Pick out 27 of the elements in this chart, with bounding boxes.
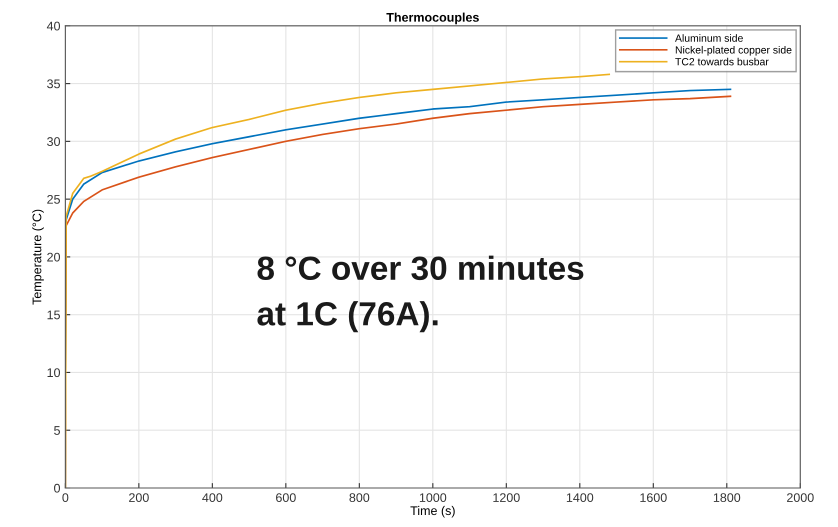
x-tick-label: 0 (62, 493, 68, 502)
x-tick-label: 800 (349, 493, 370, 502)
y-tick-label: 15 (48, 310, 60, 320)
chart-title: Thermocouples (386, 12, 479, 24)
y-tick-label: 30 (47, 137, 60, 146)
x-tick-label: 200 (129, 493, 149, 502)
x-tick-label: 1600 (640, 493, 667, 502)
x-tick-label: 1000 (420, 493, 446, 502)
x-tick-label: 600 (276, 493, 296, 502)
y-tick-label: 40 (46, 22, 60, 30)
y-tick-label: 35 (47, 79, 60, 88)
x-axis-title: Time (s) (410, 506, 455, 518)
x-tick-label: 1400 (566, 493, 594, 502)
legend-label: TC2 towards busbar (675, 58, 769, 66)
y-axis-title: Temperature (°C) (32, 210, 44, 305)
y-tick-label: 25 (47, 194, 60, 204)
annotation: 8 °C over 30 minutes at 1C (76A). (257, 256, 584, 332)
y-tick-label: 5 (54, 426, 60, 435)
legend-label: Nickel-plated copper side (676, 46, 792, 56)
legend-label: Aluminum side (675, 34, 743, 42)
x-tick-label: 2000 (787, 493, 814, 502)
y-tick-label: 10 (48, 368, 60, 378)
y-tick-label: 0 (54, 484, 60, 493)
x-tick-label: 1200 (493, 493, 520, 502)
x-tick-label: 1800 (714, 493, 740, 502)
y-tick-label: 20 (47, 252, 60, 262)
x-tick-label: 400 (202, 493, 222, 502)
